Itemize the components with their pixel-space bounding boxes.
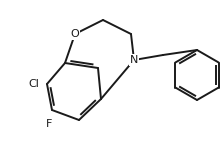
Text: O: O xyxy=(71,29,79,39)
Text: F: F xyxy=(46,119,52,129)
Text: Cl: Cl xyxy=(29,79,40,89)
Text: N: N xyxy=(130,55,138,65)
